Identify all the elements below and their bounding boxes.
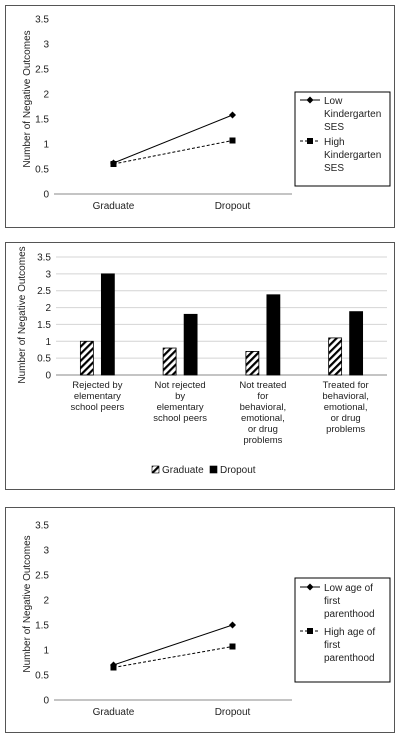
y-tick-label: 2.5 [37, 286, 51, 297]
legend-label-1: first [324, 640, 340, 651]
x-tick-label: Dropout [215, 201, 251, 212]
legend-label-1: SES [324, 163, 344, 174]
legend-label-0: Kindergarten [324, 109, 381, 120]
legend-label-1: Kindergarten [324, 150, 381, 161]
y-tick-label: 0 [45, 371, 51, 382]
bar-1-1 [183, 313, 198, 376]
data-point-1-1 [229, 137, 236, 144]
ses-line-chart: Number of Negative Outcomes 0 0.5 1 1.5 2 2.5… [22, 15, 391, 212]
y-tick-label: 3.5 [37, 253, 51, 264]
x-tick-label: for [257, 391, 268, 402]
y-tick-label: 0 [43, 696, 49, 707]
y-axis-title: Number of Negative Outcomes [17, 246, 28, 383]
legend-marker-1 [307, 628, 313, 634]
series-line-1 [113, 140, 233, 165]
data-point-1-0 [110, 161, 117, 167]
x-tick-label: Dropout [215, 707, 251, 718]
y-tick-label: 1 [45, 337, 51, 348]
x-tick-label: emotional, [241, 413, 285, 424]
data-point-0-1 [229, 621, 236, 629]
y-tick-label: 3 [45, 269, 51, 280]
legend-label-0: Graduate [162, 465, 204, 476]
legend-marker-1 [307, 138, 313, 144]
y-tick-label: 3.5 [35, 521, 49, 532]
data-point-1-1 [229, 643, 236, 650]
x-tick-label: Rejected by [72, 380, 122, 391]
x-tick-label: emotional, [324, 402, 368, 413]
y-axis-title: Number of Negative Outcomes [22, 30, 33, 167]
x-tick-label: behavioral, [240, 402, 286, 413]
y-tick-label: 2 [43, 90, 49, 101]
bar-1-0 [100, 273, 115, 376]
y-tick-label: 2.5 [35, 571, 49, 582]
y-tick-label: 1.5 [35, 115, 49, 126]
groups-bar-chart: Number of Negative Outcomes 0 0.5 1 1.5 2 2.5… [17, 246, 387, 476]
data-point-1-0 [110, 664, 117, 671]
x-tick-label: elementary [74, 391, 121, 402]
parenthood-line-chart: Number of Negative Outcomes 0 0.5 1 1.5 2 2.5… [22, 521, 391, 718]
data-point-0-1 [229, 111, 236, 119]
x-tick-label: by [175, 391, 185, 402]
y-tick-label: 0.5 [37, 354, 51, 365]
legend-swatch-0 [151, 465, 160, 474]
x-tick-label: or drug [248, 424, 278, 435]
x-tick-label: Not rejected [155, 380, 206, 391]
series-line-0 [113, 114, 233, 164]
legend-label-1: High [324, 137, 345, 148]
bar-0-1 [162, 347, 177, 376]
y-tick-label: 2.5 [35, 65, 49, 76]
legend-label-0: parenthood [324, 609, 375, 620]
y-tick-label: 0.5 [35, 165, 49, 176]
legend-label-1: High age of [324, 627, 375, 638]
y-tick-label: 1.5 [37, 320, 51, 331]
x-tick-label: Treated for [323, 380, 369, 391]
y-tick-label: 2 [43, 596, 49, 607]
bar-0-2 [245, 351, 260, 376]
x-tick-label: problems [326, 424, 365, 435]
y-tick-label: 3 [43, 546, 49, 557]
y-tick-label: 3.5 [35, 15, 49, 26]
legend-marker-0 [306, 96, 314, 104]
bar-0-3 [328, 337, 343, 376]
y-tick-label: 0.5 [35, 671, 49, 682]
legend-label-1: Dropout [220, 465, 256, 476]
bar-0-0 [79, 340, 94, 376]
y-tick-label: 0 [43, 190, 49, 201]
x-tick-label: elementary [157, 402, 204, 413]
x-tick-label: behavioral, [322, 391, 368, 402]
y-tick-label: 3 [43, 40, 49, 51]
series-line-0 [113, 624, 233, 666]
x-tick-label: Not treated [239, 380, 286, 391]
bar-1-3 [349, 311, 364, 376]
series-line-1 [113, 646, 233, 668]
legend-label-0: Low [324, 96, 343, 107]
legend-label-0: SES [324, 122, 344, 133]
y-tick-label: 1 [43, 646, 49, 657]
x-tick-label: Graduate [93, 201, 135, 212]
x-tick-label: Graduate [93, 707, 135, 718]
x-tick-label: school peers [153, 413, 207, 424]
y-axis-title: Number of Negative Outcomes [22, 535, 33, 672]
legend-label-0: first [324, 596, 340, 607]
legend-marker-0 [306, 583, 314, 591]
chart-panel-parenthood: Number of Negative Outcomes 0 0.5 1 1.5 2 2.5… [5, 507, 395, 733]
chart-panel-groups: Number of Negative Outcomes 0 0.5 1 1.5 2 2.5… [5, 242, 395, 490]
y-tick-label: 1 [43, 140, 49, 151]
legend-label-1: parenthood [324, 653, 375, 664]
x-tick-label: problems [243, 435, 282, 446]
x-tick-label: or drug [331, 413, 361, 424]
legend-swatch-1 [209, 465, 218, 474]
bar-1-2 [266, 294, 281, 376]
y-tick-label: 1.5 [35, 621, 49, 632]
x-tick-label: school peers [70, 402, 124, 413]
chart-panel-ses: Number of Negative Outcomes 0 0.5 1 1.5 2 2.5… [5, 5, 395, 228]
legend-label-0: Low age of [324, 583, 373, 594]
y-tick-label: 2 [45, 303, 51, 314]
